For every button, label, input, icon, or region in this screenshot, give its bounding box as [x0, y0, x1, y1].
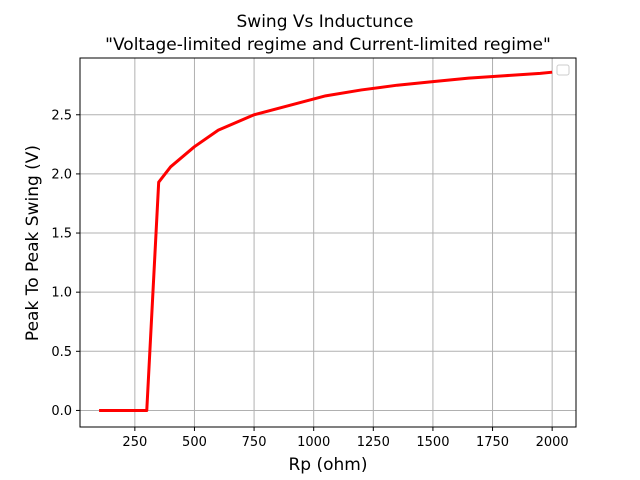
y-tick-label: 1.0	[51, 286, 72, 301]
y-axis-label: Peak To Peak Swing (V)	[23, 145, 43, 341]
legend-box	[556, 64, 570, 76]
x-tick-label: 1250	[357, 435, 390, 450]
x-tick-label: 1500	[416, 435, 449, 450]
y-tick-label: 0.5	[51, 345, 72, 360]
y-tick-label: 2.0	[51, 167, 72, 182]
axes: 250 500 750 1000 1250 1500 1750 2000 0.0 0.5 1.0 1.…	[51, 57, 577, 450]
chart-subtitle: "Voltage-limited regime and Current-limi…	[105, 35, 551, 55]
y-tick-label: 2.5	[51, 108, 72, 123]
x-tick-label: 750	[242, 435, 267, 450]
x-tick-label: 250	[122, 435, 147, 450]
chart-title: Swing Vs Inductunce	[237, 12, 414, 32]
plot-frame	[79, 57, 577, 428]
y-tick-label: 0.0	[51, 404, 72, 419]
x-tick-label: 1000	[297, 435, 330, 450]
x-tick-label: 2000	[536, 435, 569, 450]
x-tick-label: 500	[182, 435, 207, 450]
x-axis-label: Rp (ohm)	[288, 455, 367, 475]
series-line	[99, 70, 553, 412]
x-tick-label: 1750	[476, 435, 509, 450]
y-tick-label: 1.5	[51, 227, 72, 242]
grid	[80, 58, 576, 427]
series-layer	[99, 70, 553, 412]
